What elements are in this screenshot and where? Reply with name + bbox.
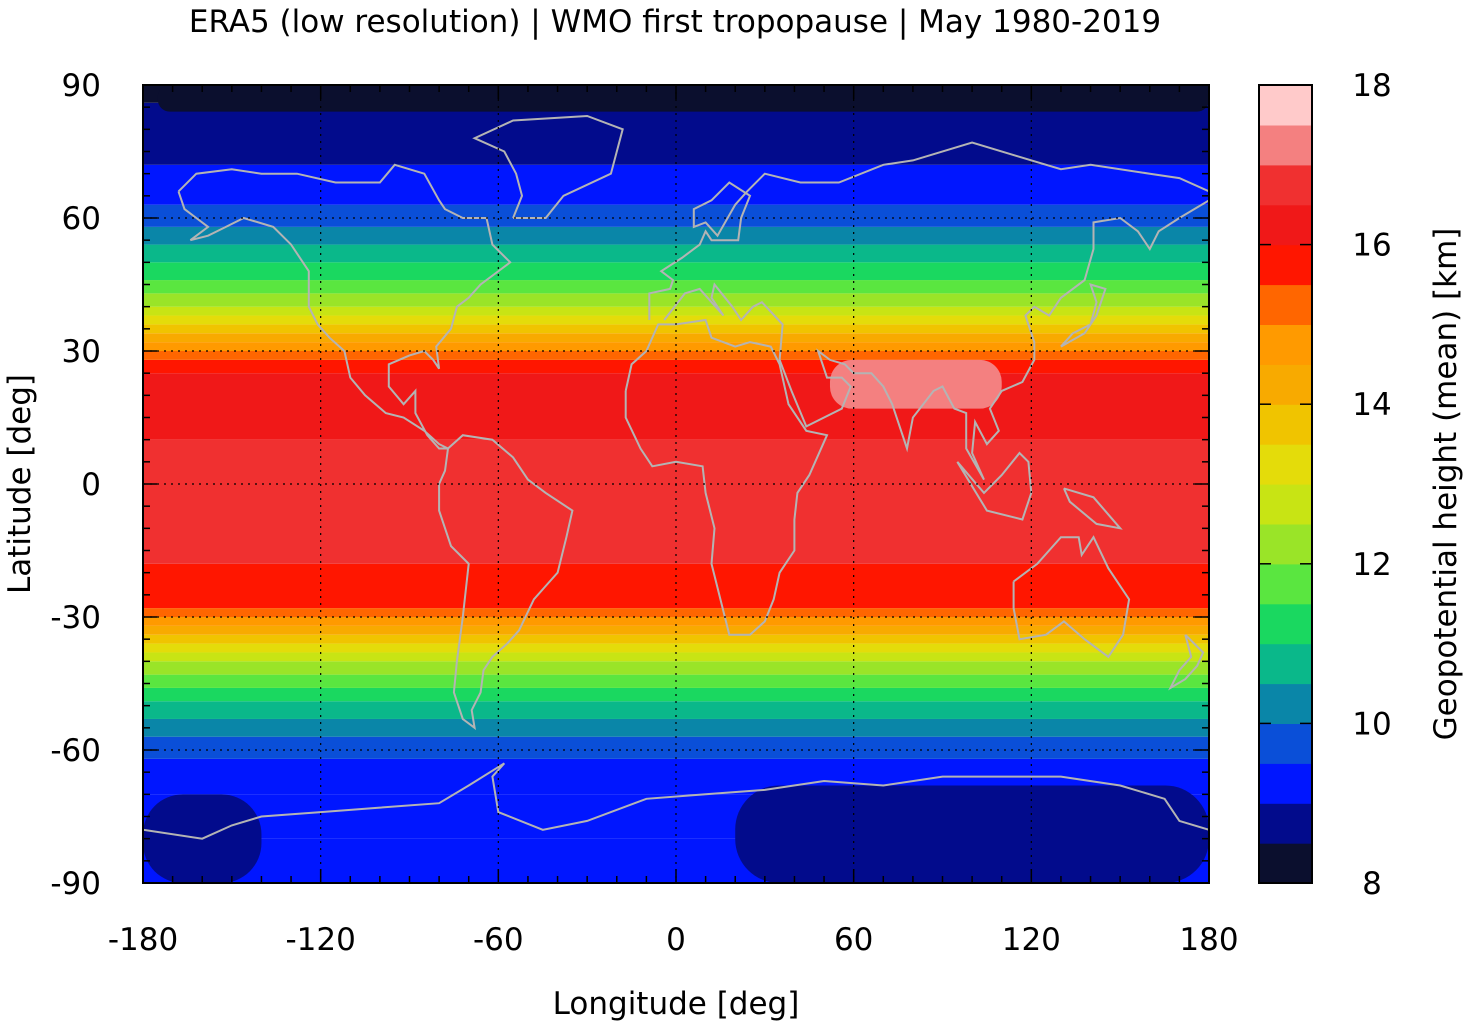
colorbar-level (1259, 444, 1312, 485)
x-tick-labels: -180 -120 -60 0 60 120 180 (108, 922, 1239, 958)
y-tick-label: 0 (81, 467, 101, 503)
latitude-band (143, 342, 1209, 351)
colorbar-ticks (1259, 84, 1312, 884)
colorbar-level (1259, 244, 1312, 286)
y-tick-label: -60 (50, 733, 101, 769)
latitude-band (143, 351, 1209, 360)
x-tick-label: 120 (1002, 922, 1061, 958)
colorbar-label: Geopotential height (mean) [km] (1428, 228, 1464, 741)
latitude-band (143, 652, 1209, 662)
colorbar-tick-label: 8 (1362, 866, 1382, 902)
colorbar-level (1259, 563, 1312, 605)
regional-feature (157, 85, 1209, 112)
coastline (663, 199, 1209, 481)
coastline (648, 141, 1209, 320)
colorbar-level (1259, 124, 1312, 166)
coastline (472, 114, 624, 219)
colorbar-level (1259, 164, 1312, 206)
latitude-band (143, 280, 1209, 294)
colorbar-level (1259, 603, 1312, 645)
x-tick-label: -180 (108, 922, 178, 958)
coastlines (143, 114, 1209, 840)
coastline (1060, 282, 1107, 348)
chart-title: ERA5 (low resolution) | WMO first tropop… (189, 4, 1161, 40)
x-tick-label: -120 (285, 922, 355, 958)
regional-feature (735, 785, 1209, 883)
latitude-band (143, 439, 1209, 564)
y-tick-label: -90 (50, 866, 101, 902)
x-axis-label: Longitude [deg] (553, 986, 800, 1022)
colorbar-tick-label: 18 (1352, 68, 1391, 104)
colorbar-level (1259, 523, 1312, 565)
colorbar-level (1259, 404, 1312, 445)
x-tick-label: -60 (473, 922, 524, 958)
x-tick-label: 180 (1179, 922, 1238, 958)
colorbar-level (1259, 683, 1312, 724)
latitude-bands (143, 85, 1209, 883)
latitude-band (143, 736, 1209, 759)
latitude-band (143, 204, 1209, 227)
coastline (956, 451, 1033, 521)
latitude-band (143, 306, 1209, 316)
coastline (438, 434, 574, 731)
y-tick-label: 30 (62, 334, 101, 370)
latitude-band (143, 293, 1209, 307)
regional-features (143, 85, 1209, 883)
colorbar-level (1259, 803, 1312, 844)
latitude-band (143, 625, 1209, 635)
latitude-band (143, 315, 1209, 325)
plot-ticks (142, 84, 1210, 884)
colorbar-level (1259, 284, 1312, 325)
colorbar-tick-label: 16 (1352, 228, 1391, 264)
coastline (1062, 487, 1123, 530)
x-tick-label: 0 (666, 922, 686, 958)
colorbar-level (1259, 763, 1312, 804)
y-tick-labels: 90 60 30 0 -30 -60 -90 (50, 68, 101, 902)
gridlines (143, 85, 1209, 883)
latitude-band (143, 324, 1209, 334)
latitude-band (143, 608, 1209, 617)
y-axis-label: Latitude [deg] (2, 374, 38, 594)
plot-area (143, 85, 1209, 883)
latitude-band (143, 701, 1209, 719)
coastline (177, 163, 512, 450)
colorbar-level (1259, 85, 1312, 126)
colorbar-tick-label: 14 (1352, 387, 1391, 423)
latitude-band (143, 643, 1209, 653)
colorbar-tick-label: 12 (1352, 547, 1391, 583)
y-tick-label: 90 (62, 68, 101, 104)
colorbar-level (1259, 723, 1312, 764)
coastline (1168, 633, 1205, 691)
y-tick-label: -30 (50, 600, 101, 636)
colorbar-level (1259, 324, 1312, 365)
coastline (1012, 535, 1131, 659)
latitude-band (143, 563, 1209, 609)
coastline (143, 762, 1209, 840)
regional-feature (829, 359, 1002, 409)
colorbar-frame (1258, 84, 1313, 884)
colorbar-level (1259, 364, 1312, 405)
colorbar-level (1259, 204, 1312, 246)
latitude-band (143, 262, 1209, 281)
y-tick-label: 60 (62, 201, 101, 237)
coastline (624, 318, 829, 636)
latitude-band (143, 718, 1209, 737)
latitude-band (143, 617, 1209, 626)
colorbar-level (1259, 843, 1312, 884)
colorbar-level (1259, 484, 1312, 525)
latitude-band (143, 226, 1209, 245)
x-tick-label: 60 (834, 922, 873, 958)
colorbar-tick-label: 10 (1352, 706, 1391, 742)
colorbar-tick-labels: 18 16 14 12 10 8 (1352, 68, 1391, 902)
colorbar (1259, 85, 1312, 884)
colorbar-level (1259, 643, 1312, 685)
